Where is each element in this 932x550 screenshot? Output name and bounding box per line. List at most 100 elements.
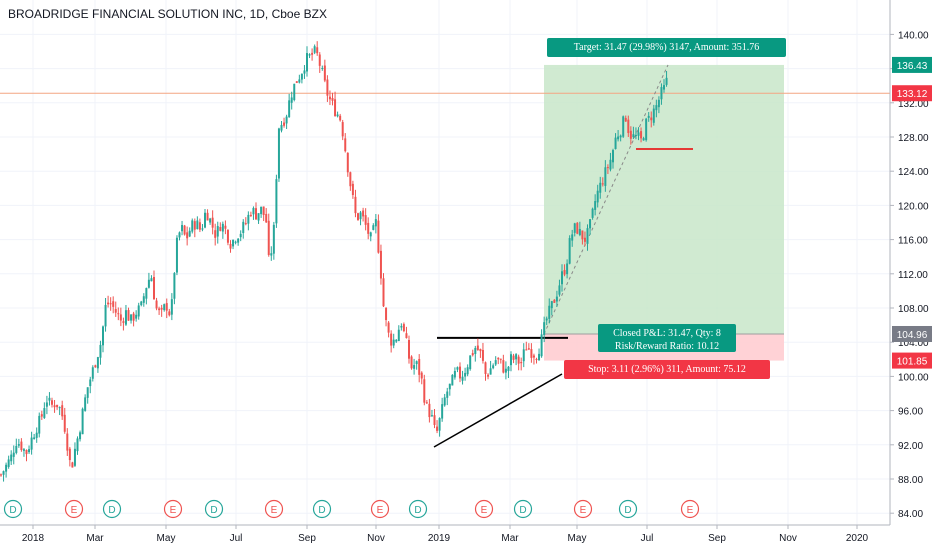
candle-body xyxy=(359,212,362,220)
candle-body xyxy=(288,100,291,118)
price-tick-label: 132.00 xyxy=(898,99,929,110)
candle-body xyxy=(224,225,227,229)
candle-body xyxy=(204,212,206,228)
candle-body xyxy=(589,219,592,229)
candle-body xyxy=(392,339,395,346)
dividend-marker: D xyxy=(513,499,533,519)
candle-body xyxy=(158,308,161,311)
candle-body xyxy=(665,77,668,85)
candle-body xyxy=(619,135,622,138)
time-axis[interactable]: 2018 Mar May Jul Sep Nov 2019 Mar May Jul Sep Nov 20… xyxy=(0,524,890,544)
candle-body xyxy=(20,441,23,450)
event-label: E xyxy=(481,505,488,516)
candle-body xyxy=(581,230,584,240)
candle-body xyxy=(334,99,337,116)
candle-body xyxy=(502,360,505,373)
candle-body xyxy=(346,152,349,173)
candle-body xyxy=(583,237,586,242)
candle-body xyxy=(12,452,15,457)
stop-label-text: Stop: 3.11 (2.96%) 311, Amount: 75.12 xyxy=(588,364,746,375)
chart-title: BROADRIDGE FINANCIAL SOLUTION INC, 1D, C… xyxy=(8,7,327,21)
candle-body xyxy=(323,65,326,81)
candle-body xyxy=(563,270,566,275)
price-tick-label: 140.00 xyxy=(898,30,929,41)
candle-body xyxy=(604,167,607,186)
candle-body xyxy=(53,405,56,408)
candle-body xyxy=(484,362,487,374)
candle-body xyxy=(453,370,456,378)
candle-body xyxy=(226,230,229,243)
candle-body xyxy=(459,366,461,379)
candle-body xyxy=(193,221,196,230)
candle-body xyxy=(374,219,377,227)
price-tick-label: 112.00 xyxy=(898,270,928,281)
candle-body xyxy=(372,225,375,230)
price-tick-label: 96.00 xyxy=(898,407,923,418)
candle-body xyxy=(507,366,510,371)
candle-body xyxy=(51,400,53,405)
candle-body xyxy=(469,355,472,370)
candle-body xyxy=(280,124,283,131)
candle-body xyxy=(117,313,120,315)
candle-body xyxy=(561,271,563,285)
candle-body xyxy=(313,46,316,53)
candle-body xyxy=(300,73,303,80)
event-label: D xyxy=(9,505,16,516)
candle-body xyxy=(489,368,492,375)
candle-body xyxy=(599,182,602,193)
candle-body xyxy=(433,415,436,425)
candle-body xyxy=(402,324,405,332)
candle-body xyxy=(308,54,311,56)
candle-body xyxy=(71,462,74,468)
price-axis[interactable]: 84.00 88.00 92.00 96.00 100.00 104.00 108.00 11… xyxy=(889,0,932,550)
candle-body xyxy=(596,190,599,203)
candle-body xyxy=(632,134,635,138)
candle-body xyxy=(142,296,145,303)
time-tick-label: 2019 xyxy=(428,533,451,544)
candle-body xyxy=(420,372,423,379)
candle-body xyxy=(168,311,171,316)
candle-body xyxy=(464,372,467,377)
candle-body xyxy=(104,304,107,327)
candle-body xyxy=(543,322,546,336)
candle-body xyxy=(487,374,490,377)
candle-body xyxy=(234,241,237,243)
candle-body xyxy=(186,232,189,239)
candle-body xyxy=(364,215,367,225)
candle-body xyxy=(471,353,474,356)
candle-body xyxy=(655,105,658,111)
earnings-marker: E xyxy=(370,499,390,519)
candle-body xyxy=(413,365,416,369)
candle-body xyxy=(397,329,400,342)
event-circle xyxy=(3,499,23,519)
candle-body xyxy=(163,304,166,311)
price-tick-label: 100.00 xyxy=(898,372,929,383)
candle-body xyxy=(122,321,125,323)
candle-body xyxy=(211,217,214,228)
event-label: E xyxy=(687,505,694,516)
event-circle xyxy=(370,499,390,519)
candle-body xyxy=(558,285,561,295)
candle-body xyxy=(553,299,556,303)
event-circle xyxy=(474,499,494,519)
event-circle xyxy=(312,499,332,519)
price-tick-label: 108.00 xyxy=(898,304,929,315)
candle-body xyxy=(153,277,155,300)
candle-body xyxy=(476,345,479,350)
price-badge xyxy=(892,85,932,102)
candle-body xyxy=(285,116,288,124)
candle-body xyxy=(96,357,99,369)
candle-body xyxy=(316,47,319,54)
candle-body xyxy=(400,326,403,328)
time-tick-label: 2018 xyxy=(22,533,45,544)
candle-body xyxy=(76,438,79,452)
candle-body xyxy=(336,114,339,117)
candle-body xyxy=(15,445,18,453)
candle-body xyxy=(624,117,627,122)
candle-body xyxy=(275,179,278,224)
candle-body xyxy=(510,354,512,366)
candle-body xyxy=(114,309,117,313)
event-circle xyxy=(102,499,122,519)
candle-body xyxy=(86,387,89,398)
